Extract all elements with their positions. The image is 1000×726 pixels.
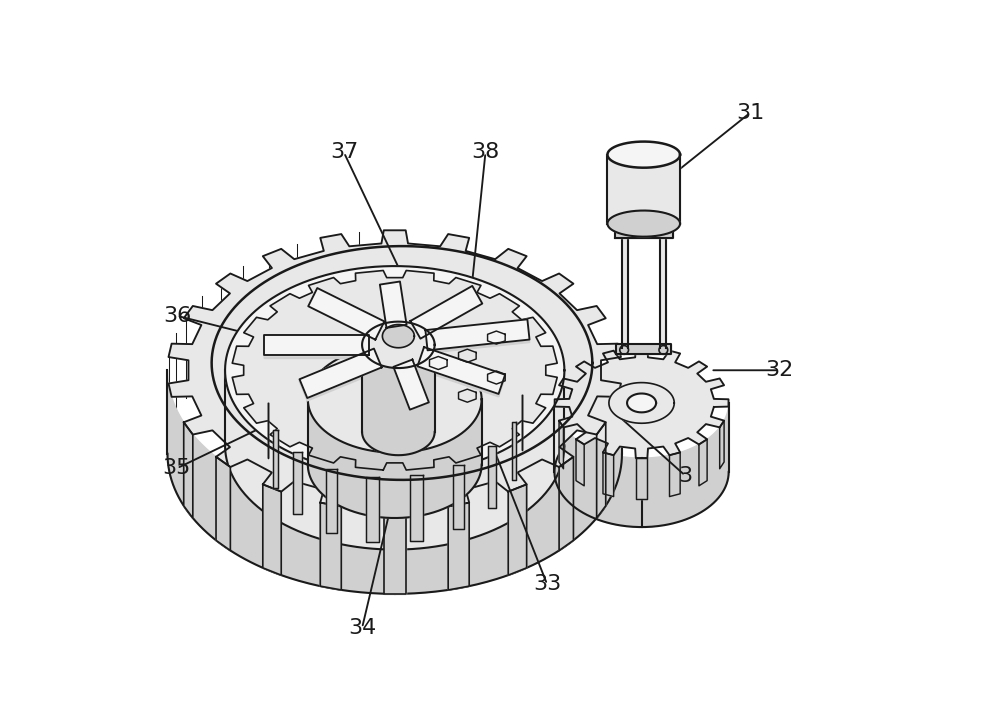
- Polygon shape: [225, 370, 564, 550]
- Polygon shape: [424, 347, 505, 378]
- Polygon shape: [300, 348, 374, 382]
- Polygon shape: [555, 348, 728, 458]
- Polygon shape: [597, 423, 606, 518]
- Polygon shape: [263, 484, 281, 575]
- Polygon shape: [448, 502, 469, 590]
- Polygon shape: [366, 477, 379, 542]
- Polygon shape: [720, 420, 724, 469]
- Polygon shape: [417, 347, 505, 394]
- Text: 33: 33: [533, 574, 561, 595]
- Polygon shape: [512, 422, 516, 481]
- Polygon shape: [232, 271, 557, 470]
- Polygon shape: [609, 383, 674, 423]
- Text: 34: 34: [348, 618, 376, 638]
- Polygon shape: [374, 348, 382, 370]
- Polygon shape: [307, 367, 382, 401]
- Polygon shape: [308, 346, 482, 452]
- Polygon shape: [264, 355, 369, 358]
- Polygon shape: [384, 510, 406, 594]
- Polygon shape: [410, 402, 429, 412]
- Text: 32: 32: [765, 360, 794, 380]
- Polygon shape: [393, 359, 429, 409]
- Polygon shape: [300, 348, 382, 398]
- Polygon shape: [410, 476, 423, 541]
- Polygon shape: [410, 286, 482, 338]
- Polygon shape: [216, 457, 230, 550]
- Polygon shape: [559, 457, 573, 550]
- Polygon shape: [293, 452, 302, 514]
- Polygon shape: [326, 469, 337, 533]
- Polygon shape: [380, 282, 407, 328]
- Polygon shape: [273, 430, 278, 488]
- Polygon shape: [425, 319, 530, 351]
- Polygon shape: [382, 325, 414, 348]
- Text: 36: 36: [163, 306, 191, 326]
- Polygon shape: [320, 502, 341, 590]
- Polygon shape: [225, 266, 564, 474]
- Polygon shape: [167, 370, 622, 594]
- Polygon shape: [488, 446, 496, 507]
- Polygon shape: [362, 345, 435, 455]
- Polygon shape: [616, 344, 671, 354]
- Polygon shape: [425, 330, 428, 354]
- Polygon shape: [308, 399, 482, 518]
- Polygon shape: [428, 340, 530, 354]
- Polygon shape: [554, 378, 729, 527]
- Polygon shape: [417, 347, 424, 370]
- Polygon shape: [417, 367, 499, 397]
- Polygon shape: [300, 379, 307, 401]
- Text: 35: 35: [163, 458, 191, 478]
- Text: 37: 37: [330, 142, 358, 163]
- Polygon shape: [169, 230, 621, 510]
- Polygon shape: [393, 367, 410, 412]
- Polygon shape: [699, 439, 707, 486]
- Polygon shape: [607, 142, 680, 168]
- Text: 3: 3: [678, 465, 692, 486]
- Polygon shape: [622, 232, 628, 348]
- Polygon shape: [412, 359, 429, 405]
- Text: 31: 31: [736, 102, 765, 123]
- Polygon shape: [453, 465, 464, 529]
- Polygon shape: [636, 458, 647, 499]
- Polygon shape: [615, 224, 673, 238]
- Polygon shape: [627, 393, 656, 412]
- Polygon shape: [576, 439, 584, 486]
- Polygon shape: [607, 155, 680, 224]
- Polygon shape: [660, 232, 666, 348]
- Polygon shape: [603, 452, 614, 497]
- Polygon shape: [184, 423, 193, 518]
- Polygon shape: [499, 375, 505, 397]
- Polygon shape: [264, 335, 369, 355]
- Polygon shape: [393, 359, 412, 370]
- Polygon shape: [308, 288, 384, 340]
- Polygon shape: [670, 452, 680, 497]
- Text: 38: 38: [471, 142, 500, 163]
- Polygon shape: [559, 420, 563, 469]
- Polygon shape: [362, 322, 435, 368]
- Polygon shape: [508, 484, 527, 575]
- Polygon shape: [607, 211, 680, 237]
